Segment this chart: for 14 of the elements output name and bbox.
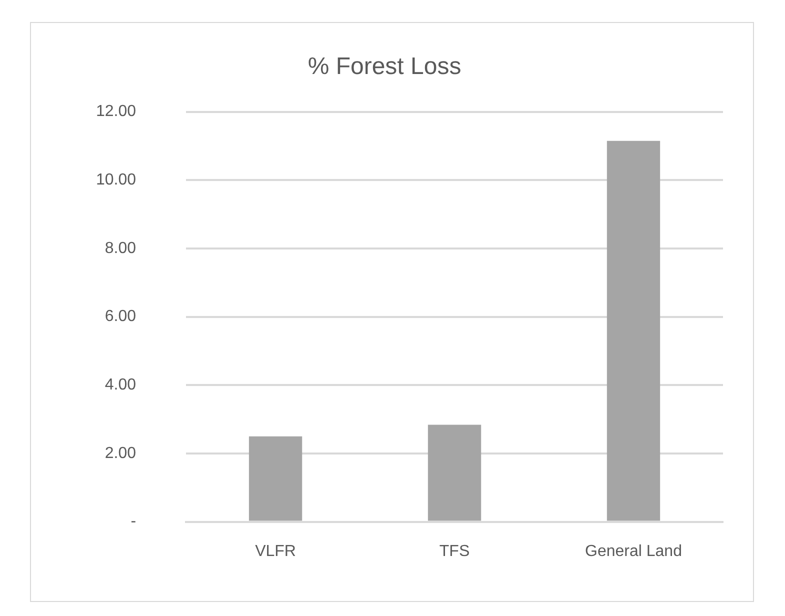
- bar: [606, 140, 660, 521]
- y-tick-label: 12.00: [96, 103, 136, 120]
- y-tick-label: 6.00: [104, 308, 136, 326]
- bar: [428, 424, 482, 521]
- chart-title: % Forest Loss: [308, 53, 462, 80]
- x-tick-label: VLFR: [255, 542, 296, 560]
- bar: [248, 436, 302, 521]
- x-tick-label: General Land: [585, 542, 682, 560]
- y-tick-label: 10.00: [96, 172, 136, 189]
- y-tick-label: 2.00: [104, 444, 136, 462]
- x-tick-label: TFS: [439, 542, 470, 560]
- y-tick-label: -: [130, 513, 136, 530]
- y-tick-label: 8.00: [104, 240, 136, 257]
- y-tick-label: 4.00: [104, 376, 136, 394]
